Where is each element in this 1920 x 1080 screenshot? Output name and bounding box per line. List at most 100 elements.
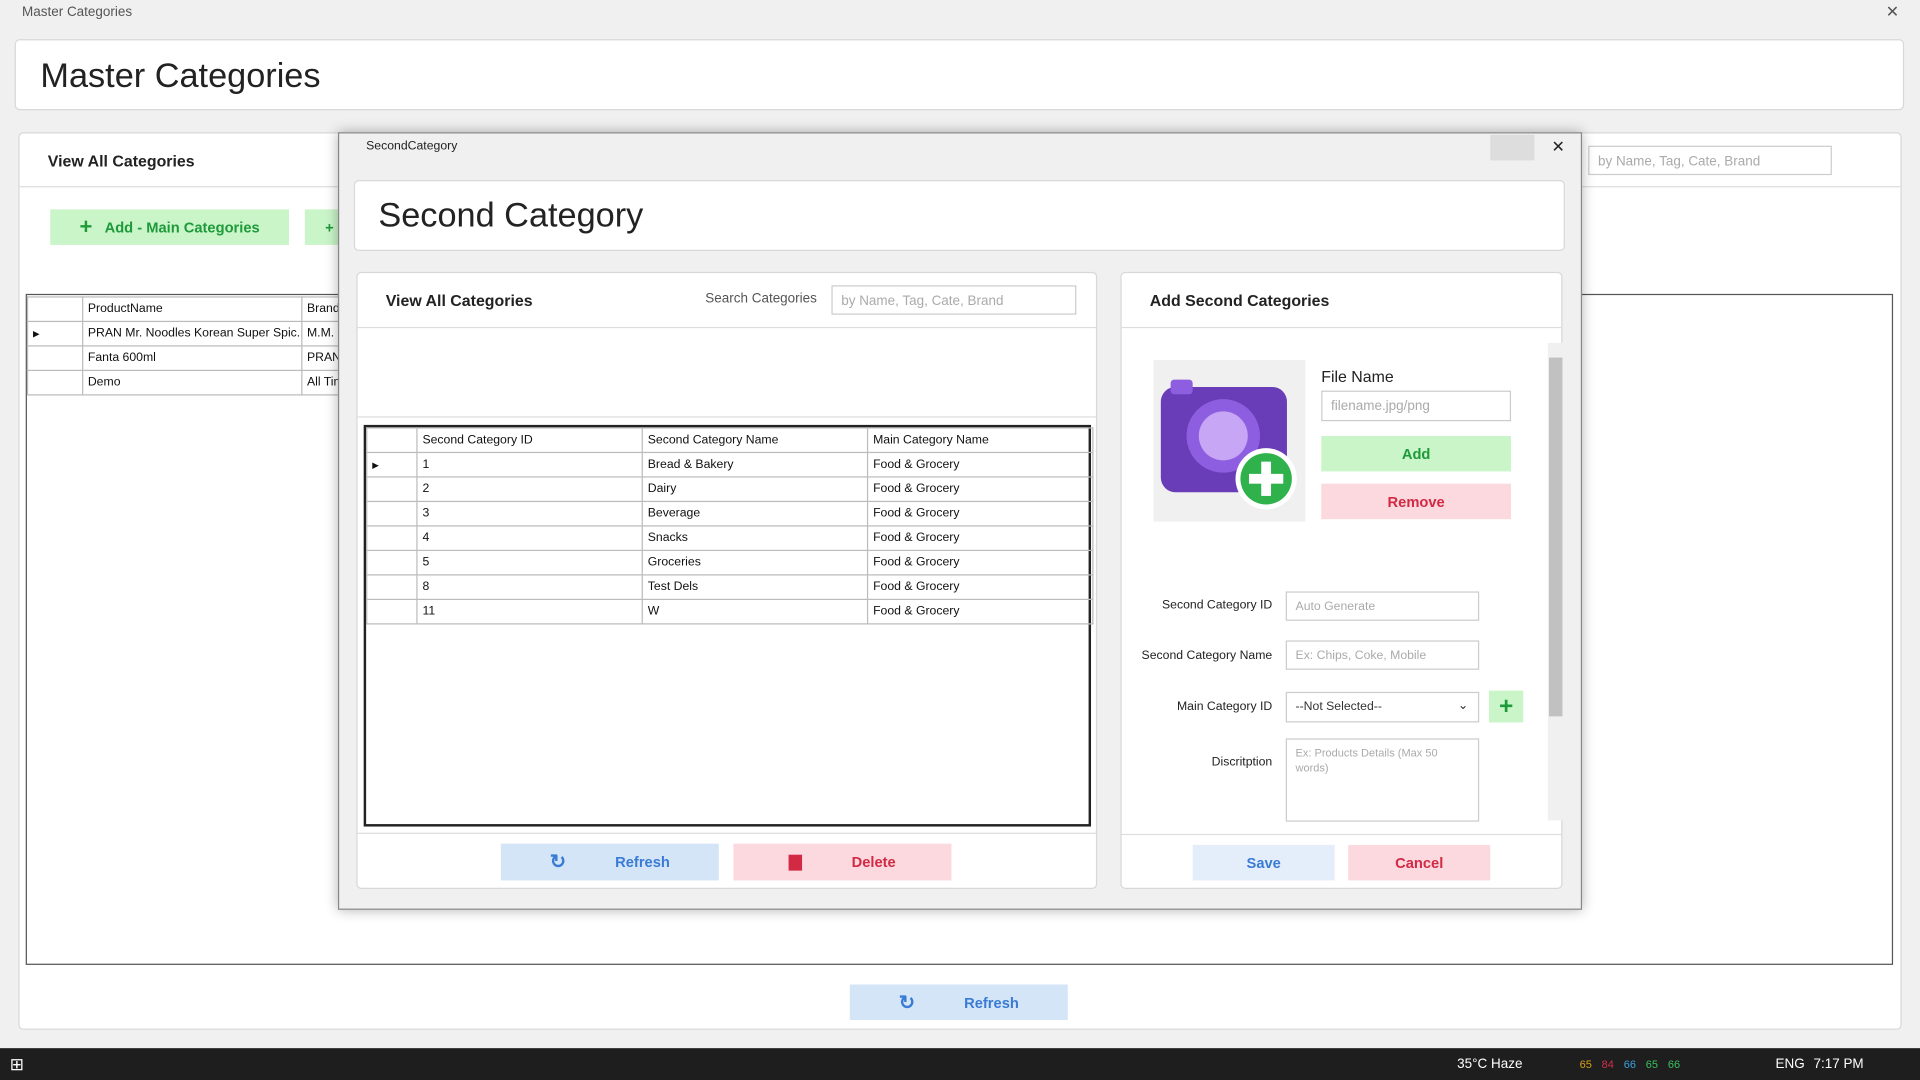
delete-button[interactable]: Delete [733,843,952,881]
cell: Groceries [641,549,869,576]
cell: Test Dels [641,574,869,601]
id-label: Second Category ID [1161,598,1273,613]
right-title: Add Second Categories [1149,291,1330,310]
value: --Not Selected-- [1295,700,1382,714]
cell: Demo [81,369,303,396]
column-header: Second Category Name [641,427,869,454]
label: Refresh [615,853,670,871]
name-input[interactable]: Ex: Chips, Coke, Mobile [1285,640,1480,670]
add-main-button[interactable]: + Add - Main Categories [50,209,289,245]
close[interactable]: ✕ [1885,2,1900,21]
add-main-button[interactable]: + [1488,690,1524,723]
label: Save [1246,854,1281,872]
clock: 7:17 PM [1813,1056,1864,1072]
label: Delete [851,853,896,871]
main-select[interactable]: --Not Selected-- ⌄ [1285,691,1480,723]
scrollbar[interactable] [1547,342,1564,821]
cell: Food & Grocery [866,451,1094,478]
view-title: View All Categories [47,151,195,171]
refresh-button[interactable]: ↻ Refresh [849,984,1068,1021]
dialog-title: SecondCategory [366,139,458,154]
save-button[interactable]: Save [1192,844,1335,881]
divider [1121,326,1562,329]
tray-value: 66 [1623,1057,1636,1071]
file-label: File Name [1321,367,1394,386]
camera-icon [1160,379,1297,510]
row-header [366,500,418,527]
row: 11 W Food & Grocery [366,598,1094,625]
refresh-button[interactable]: ↻ Refresh [500,843,719,881]
id-input[interactable]: Auto Generate [1285,591,1480,621]
label: Refresh [964,993,1019,1011]
dialog-close[interactable]: ✕ [1551,137,1565,156]
header-title: Master Categories [40,56,321,95]
cell: Fanta 600ml [81,345,303,372]
row-header [26,345,83,372]
cell: Food & Grocery [866,476,1094,503]
cell: 2 [416,476,643,503]
label: Remove [1387,492,1445,511]
desc-label: Discritption [1211,755,1273,769]
search-input[interactable]: by Name, Tag, Cate, Brand [831,285,1077,315]
remove-image-button[interactable]: Remove [1321,483,1512,520]
label: Add - Main Categories [104,218,260,236]
file-input[interactable]: filename.jpg/png [1321,390,1512,422]
column-header: Main Category Name [866,427,1094,454]
cell: 11 [416,598,643,625]
cell: 8 [416,574,643,601]
add-image-button[interactable]: Add [1321,435,1512,472]
cell: Food & Grocery [866,525,1094,552]
cell: Snacks [641,525,869,552]
row-header [26,369,83,396]
cell: PRAN Mr. Noodles Korean Super Spic... [81,320,303,347]
column-header: Second Category ID [416,427,643,454]
cell: Beverage [641,500,869,527]
row-header [366,549,418,576]
cell: 1 [416,451,643,478]
cell: Food & Grocery [866,574,1094,601]
cell: Food & Grocery [866,500,1094,527]
tray-value: 84 [1601,1057,1614,1071]
row: 3 Beverage Food & Grocery [366,500,1094,527]
row-header [366,476,418,503]
row-header [366,598,418,625]
divider [357,832,1096,834]
row-header [366,574,418,601]
divider [1121,833,1562,836]
cell: Food & Grocery [866,598,1094,625]
start[interactable]: ⊞ [9,1054,25,1074]
label: Add [1401,445,1431,463]
cell: 4 [416,525,643,552]
row: ▶ 1 Bread & Bakery Food & Grocery [366,451,1094,478]
desc-input[interactable]: Ex: Products Details (Max 50 words) [1285,738,1480,822]
search-input[interactable]: by Name, Tag, Cate, Brand [1588,145,1832,176]
row: 4 Snacks Food & Grocery [366,525,1094,552]
language: ENG [1775,1056,1805,1072]
left-title: View All Categories [385,291,533,310]
category-table: Second Category ID Second Category Name Ma… [363,424,1094,827]
row: 5 Groceries Food & Grocery [366,549,1094,576]
image-preview [1153,360,1306,522]
tray-value: 65 [1579,1057,1592,1071]
dialog-heading: Second Category [378,195,644,234]
cell: W [641,598,869,625]
window-title: Master Categories [22,4,133,20]
header-panel [14,39,1905,111]
weather: 35°C Haze [1457,1056,1523,1072]
tray-value: 66 [1667,1057,1681,1071]
cancel-button[interactable]: Cancel [1348,844,1491,881]
maximize[interactable] [1490,134,1535,161]
row-header: ▶ [366,451,418,478]
row-header [26,296,83,323]
tray: 65 84 66 65 66 [1580,1058,1681,1070]
main-label: Main Category ID [1176,700,1273,714]
divider [357,326,1096,329]
row-header [366,427,418,454]
cell: Dairy [641,476,869,503]
column-header: ProductName [81,296,303,323]
search-label: Search Categories [705,291,817,307]
row-header [366,525,418,552]
header-row: Second Category ID Second Category Name Ma… [366,427,1094,454]
